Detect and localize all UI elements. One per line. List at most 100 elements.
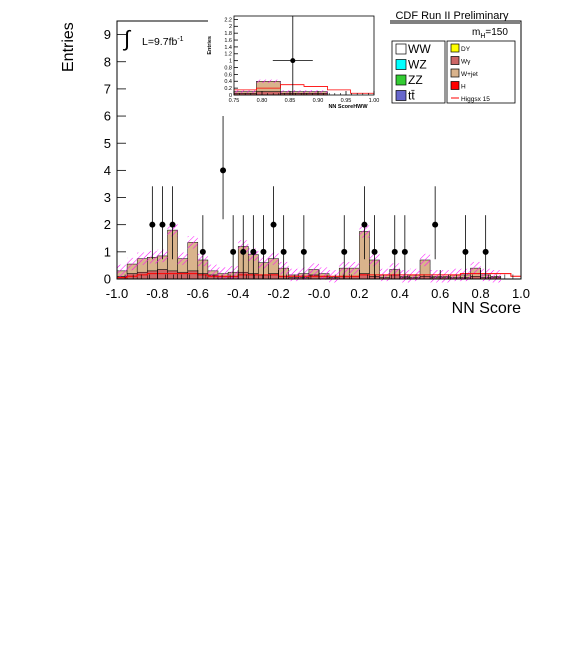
main-data-point-12 bbox=[341, 215, 348, 279]
legend-right-entries: DY Wγ W+jet H Higgsx 15 bbox=[450, 43, 490, 103]
luminosity-label: L=9.7fb-1 bbox=[142, 36, 184, 48]
svg-text:W+jet: W+jet bbox=[461, 71, 478, 78]
svg-text:DY: DY bbox=[461, 46, 471, 53]
main-x-tick-label: 1.0 bbox=[512, 286, 530, 301]
main-y-tick-label: 0 bbox=[104, 272, 111, 287]
main-data-point-3 bbox=[199, 215, 206, 279]
inset-y-tick-label: 1.8 bbox=[224, 31, 232, 37]
main-data-point-15 bbox=[391, 215, 398, 279]
main-y-tick-label: 1 bbox=[104, 244, 111, 259]
main-data-point-5 bbox=[230, 215, 237, 279]
main-x-tick-label: -0.2 bbox=[267, 286, 289, 301]
legend-entry-ww: WW bbox=[395, 42, 431, 56]
legend-entry-wz: WZ bbox=[395, 58, 427, 72]
legend-entry-w: Wγ bbox=[450, 56, 471, 66]
legend-entry-zz: ZZ bbox=[395, 73, 423, 87]
inset-x-tick-label: 1.00 bbox=[369, 98, 380, 104]
main-data-point-9 bbox=[270, 186, 277, 260]
main-data-point-6 bbox=[240, 215, 247, 279]
main-data-point-1 bbox=[159, 186, 166, 260]
main-uncertainty-17 bbox=[288, 268, 299, 282]
svg-text:tt̄: tt̄ bbox=[408, 89, 415, 103]
main-data-point-4 bbox=[220, 116, 227, 220]
inset-plot-frame bbox=[233, 15, 375, 96]
inset-y-tick-label: 1 bbox=[229, 59, 232, 65]
inset-plot: 0.75 0.80 0.85 0.90 0.95 1.00 00.20.40.60.811… bbox=[207, 13, 390, 110]
legend-entry-h: H bbox=[450, 81, 466, 91]
main-x-tick-label: -0.6 bbox=[187, 286, 209, 301]
main-y-tick-label: 2 bbox=[104, 217, 111, 232]
inset-uncertainty-band bbox=[234, 79, 328, 93]
inset-x-axis-label: NN ScoreHWW bbox=[328, 104, 368, 110]
svg-text:WW: WW bbox=[408, 42, 431, 56]
svg-text:Wγ: Wγ bbox=[461, 59, 471, 66]
y-axis-label: Entries bbox=[60, 22, 77, 72]
main-uncertainty-0 bbox=[117, 264, 128, 278]
main-x-tick-label: 0.2 bbox=[350, 286, 368, 301]
main-y-tick-label: 3 bbox=[104, 190, 111, 205]
main-data-point-13 bbox=[361, 186, 368, 260]
inset-y-axis-label: Entries bbox=[207, 36, 213, 55]
main-uncertainty-19 bbox=[308, 263, 319, 276]
main-uncertainty-32 bbox=[440, 270, 451, 283]
main-x-tick-label: 0.8 bbox=[472, 286, 490, 301]
main-uncertainty-35 bbox=[470, 261, 481, 275]
inset-y-tick-label: 1.6 bbox=[224, 38, 232, 44]
inset-y-ticks: 00.20.40.60.811.21.41.61.822.2 bbox=[224, 17, 238, 99]
inset-x-tick-label: 0.85 bbox=[285, 98, 296, 104]
inset-bar-wgamma-1 bbox=[256, 91, 281, 96]
inset-y-tick-label: 2.2 bbox=[224, 17, 232, 23]
main-bar-wgamma-7 bbox=[187, 270, 199, 280]
main-y-tick-label: 5 bbox=[104, 136, 111, 151]
main-data-point-10 bbox=[280, 215, 287, 279]
main-uncertainty-30 bbox=[420, 253, 431, 267]
inset-y-tick-label: 1.4 bbox=[224, 45, 232, 51]
main-data-point-7 bbox=[250, 215, 257, 279]
main-uncertainty-20 bbox=[319, 267, 330, 280]
main-y-tick-label: 4 bbox=[104, 163, 111, 178]
inset-data-point-0 bbox=[272, 16, 313, 95]
main-bar-wgamma-4 bbox=[157, 269, 168, 280]
inset-y-tick-label: 0.8 bbox=[224, 65, 232, 71]
main-data-points bbox=[149, 116, 489, 279]
main-x-ticks: -1.0 -0.8 -0.6 -0.4 -0.2 -0.0 0.2 0.4 0.6 0.8 1.0 bbox=[106, 270, 530, 301]
main-y-tick-label: 6 bbox=[104, 109, 111, 124]
main-data-point-11 bbox=[300, 215, 307, 279]
inset-uncertainty-3 bbox=[304, 90, 328, 93]
legend-entry-wjet: W+jet bbox=[450, 68, 478, 78]
main-data-point-14 bbox=[371, 215, 378, 279]
inset-y-tick-label: 0.4 bbox=[224, 79, 232, 85]
integral-symbol: ∫ bbox=[122, 26, 132, 51]
main-y-tick-label: 7 bbox=[104, 81, 111, 96]
inset-x-ticks: 0.75 0.80 0.85 0.90 0.95 1.00 bbox=[229, 91, 380, 104]
main-x-tick-label: 0.6 bbox=[431, 286, 449, 301]
main-uncertainty-1 bbox=[127, 257, 138, 271]
main-uncertainty-9 bbox=[207, 264, 218, 278]
inset-x-tick-label: 0.80 bbox=[257, 98, 268, 104]
main-x-tick-label: -0.0 bbox=[308, 286, 330, 301]
inset-x-tick-label: 0.90 bbox=[313, 98, 324, 104]
main-data-point-17 bbox=[432, 186, 439, 260]
main-uncertainty-37 bbox=[490, 270, 501, 283]
main-uncertainty-31 bbox=[430, 270, 441, 283]
main-data-point-0 bbox=[149, 186, 156, 260]
svg-text:Higgsx 15: Higgsx 15 bbox=[461, 96, 490, 103]
mass-label: mH=150 bbox=[472, 27, 508, 40]
main-bar-wgamma-24 bbox=[359, 273, 370, 280]
inset-y-tick-label: 0.2 bbox=[224, 86, 232, 92]
main-uncertainty-10 bbox=[218, 267, 229, 280]
main-bar-wgamma-15 bbox=[268, 273, 279, 280]
main-data-point-19 bbox=[482, 215, 489, 279]
svg-text:WZ: WZ bbox=[408, 58, 427, 72]
main-data-point-8 bbox=[260, 215, 267, 279]
inset-data-points bbox=[272, 16, 313, 95]
main-x-tick-label: 0.4 bbox=[391, 286, 409, 301]
higgs-x15-line bbox=[117, 273, 521, 279]
main-y-ticks: 0 1 2 3 4 5 6 7 8 9 bbox=[104, 27, 126, 287]
inset-uncertainty-2 bbox=[280, 90, 304, 93]
main-data-point-2 bbox=[169, 186, 176, 260]
main-x-tick-label: -0.4 bbox=[227, 286, 249, 301]
